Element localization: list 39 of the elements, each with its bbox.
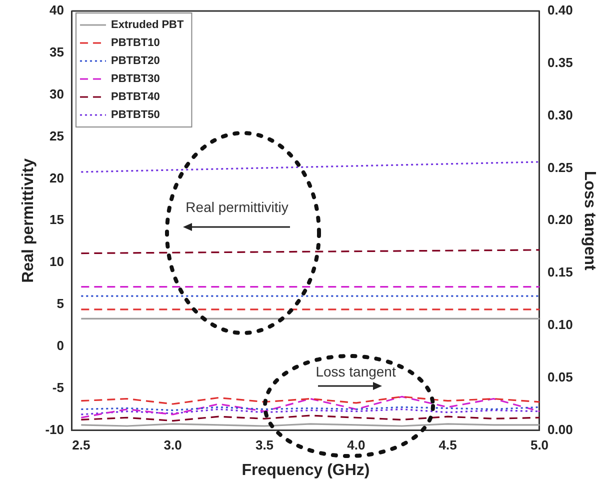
y2-axis-title: Loss tangent [580,170,598,272]
y-tick-label: 15 [50,212,64,228]
x-axis-title: Frequency (GHz) [242,462,370,479]
y-tick-label: 35 [50,44,64,60]
y2-tick-label: 0.20 [548,212,573,228]
y-tick-label: -10 [45,422,64,437]
annotation: Real permittivitiy [186,198,288,215]
y2-tick-label: 0.05 [548,369,573,384]
x-tick-label: 2.5 [72,438,90,453]
x-tick-label: 3.0 [164,438,182,453]
x-tick-label: 3.5 [255,438,274,453]
y2-tick-label: 0.40 [548,2,573,18]
y-tick-label: 25 [50,128,64,144]
y-tick-label: 20 [50,170,64,186]
y2-tick-label: 0.25 [548,160,573,175]
y-tick-label: 30 [50,86,64,102]
line-series [80,396,540,418]
legend-label: PBTBT40 [110,91,160,104]
x-tick-label: 4.5 [438,438,457,453]
y-tick-label: 10 [50,254,64,270]
y-tick-label: 40 [50,2,64,18]
legend-label: PBTBT20 [110,55,160,68]
annotation: Loss tangent [316,364,396,380]
x-tick-label: 5.0 [530,438,549,453]
y-tick-label: 0 [56,338,64,353]
legend-label: PBTBT50 [110,109,160,122]
y2-tick-label: 0.35 [548,54,573,70]
x-tick-label: 4.0 [347,438,366,453]
y-axis-title: Real permittivity [20,158,38,283]
y-tick-label: -5 [52,380,64,395]
y2-tick-label: 0.30 [548,107,573,122]
y2-tick-label: 0.10 [548,316,573,332]
y2-tick-label: 0.15 [548,264,573,280]
legend-label: PBTBT10 [110,37,160,50]
y2-tick-label: 0.00 [548,422,573,437]
line-series [80,396,540,405]
legend-label: Extruded PBT [110,19,184,32]
legend-label: PBTBT30 [110,73,160,86]
y-tick-label: 5 [56,296,64,312]
